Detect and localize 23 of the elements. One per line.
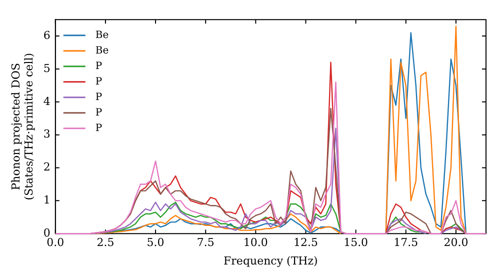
x-tick-label: 2.5: [96, 236, 114, 250]
x-tick-label: 10.0: [243, 236, 268, 250]
y-axis-title: Phonon projected DOS (States/THz·primitive cell): [9, 52, 36, 200]
legend-label: P: [95, 122, 102, 134]
y-tick-label: 6: [43, 28, 50, 42]
x-tick-label: 15.0: [344, 236, 368, 250]
legend-label: Be: [95, 30, 109, 41]
legend-label: P: [95, 92, 102, 103]
y-tick-label: 3: [43, 128, 50, 141]
x-tick-label: 7.5: [196, 236, 214, 250]
x-axis-title: Frequency (THz): [224, 254, 318, 268]
y-tick-label: 4: [43, 94, 50, 108]
x-tick-label: 5.0: [146, 236, 164, 250]
legend-label: P: [95, 60, 102, 72]
legend-label: P: [95, 107, 102, 118]
y-tick-label: 2: [43, 160, 50, 174]
y-tick-label: 1: [43, 194, 50, 207]
y-tick-label: 5: [43, 62, 50, 75]
x-tick-label: 17.5: [394, 236, 418, 250]
legend-label: Be: [95, 45, 109, 56]
x-tick-label: 20.0: [444, 236, 468, 250]
x-tick-label: 12.5: [294, 236, 318, 250]
legend-label: P: [95, 76, 102, 88]
